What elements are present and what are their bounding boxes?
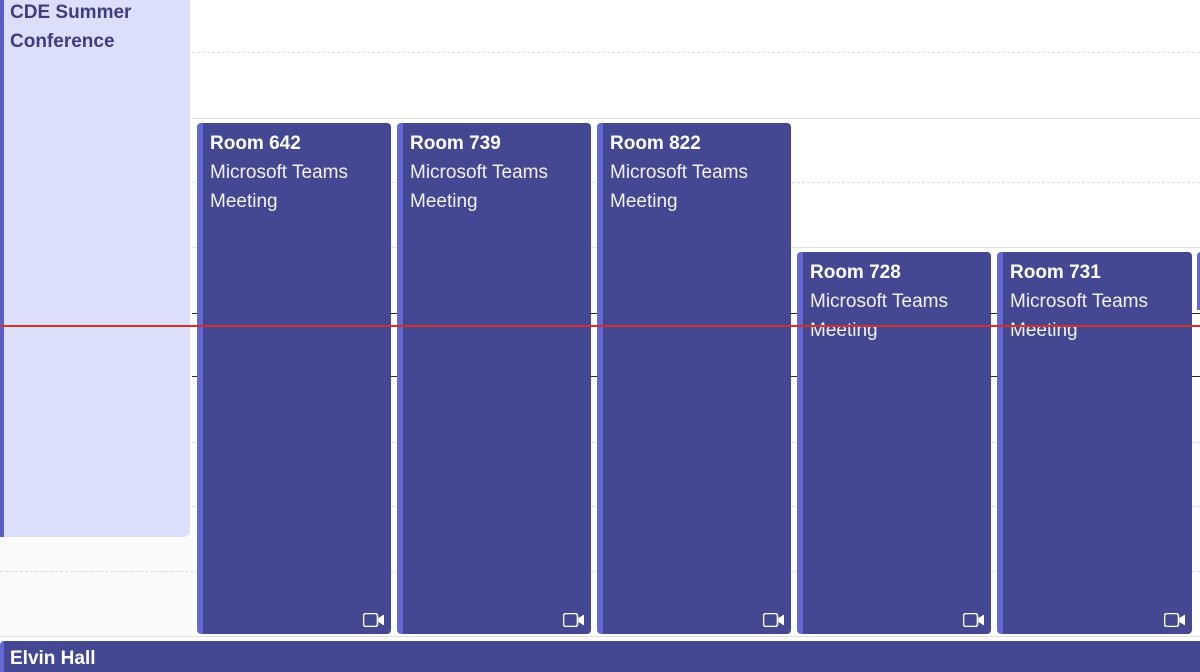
event-room-728[interactable]: Room 728 Microsoft Teams Meeting: [797, 252, 991, 634]
event-subtitle: Microsoft Teams: [610, 162, 748, 183]
video-camera-icon: [963, 613, 984, 627]
video-camera-icon: [563, 613, 584, 627]
video-camera-icon: [763, 613, 784, 627]
event-subtitle-continued: Meeting: [410, 191, 478, 212]
event-title: Room 822: [610, 133, 701, 154]
event-title: CDE Summer: [10, 2, 132, 23]
event-room-731[interactable]: Room 731 Microsoft Teams Meeting: [997, 252, 1192, 634]
event-cde-summer-conference[interactable]: CDE Summer Conference: [0, 0, 190, 537]
event-partial-offscreen[interactable]: [1197, 252, 1200, 310]
event-title: Room 728: [810, 262, 901, 283]
event-elvin-hall[interactable]: Elvin Hall: [0, 641, 1200, 672]
event-title: Room 642: [210, 133, 301, 154]
grid-line: [0, 636, 1200, 637]
event-subtitle-continued: Meeting: [210, 191, 278, 212]
event-room-642[interactable]: Room 642 Microsoft Teams Meeting: [197, 123, 391, 634]
event-subtitle: Microsoft Teams: [410, 162, 548, 183]
event-subtitle: Microsoft Teams: [1010, 291, 1148, 312]
event-title: Room 739: [410, 133, 501, 154]
event-title: Elvin Hall: [10, 648, 96, 669]
event-title: Room 731: [1010, 262, 1101, 283]
video-camera-icon: [363, 613, 384, 627]
event-room-739[interactable]: Room 739 Microsoft Teams Meeting: [397, 123, 591, 634]
event-subtitle: Microsoft Teams: [210, 162, 348, 183]
current-time-indicator: [0, 325, 1200, 327]
event-subtitle: Microsoft Teams: [810, 291, 948, 312]
event-title-continued: Conference: [10, 31, 115, 52]
video-camera-icon: [1164, 613, 1185, 627]
event-subtitle-continued: Meeting: [1010, 320, 1078, 341]
grid-line: [192, 52, 1200, 53]
event-subtitle-continued: Meeting: [610, 191, 678, 212]
grid-line: [192, 118, 1200, 119]
event-subtitle-continued: Meeting: [810, 320, 878, 341]
event-room-822[interactable]: Room 822 Microsoft Teams Meeting: [597, 123, 791, 634]
grid-background: [0, 538, 192, 638]
